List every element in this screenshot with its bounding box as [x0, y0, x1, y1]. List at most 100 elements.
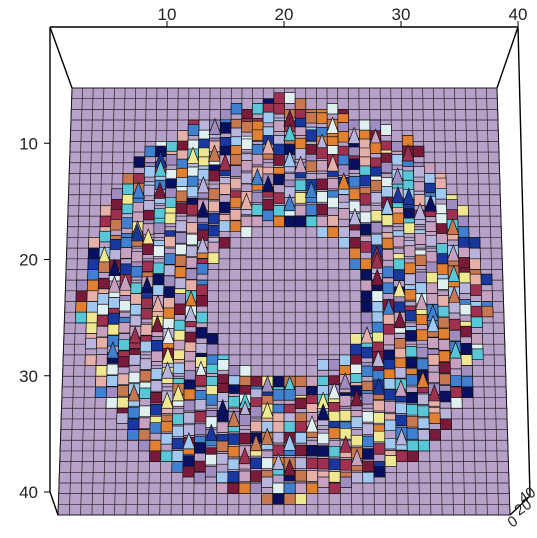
surface-cell	[417, 347, 428, 358]
surface-cell	[133, 212, 144, 223]
surface-cell	[407, 440, 418, 451]
surface-cell	[435, 188, 446, 199]
surface-cell	[426, 252, 437, 263]
surface-cell	[450, 358, 461, 369]
surface-cell	[228, 446, 239, 457]
surface-cell	[163, 297, 174, 308]
surface-cell	[350, 248, 361, 259]
surface-cell	[186, 234, 197, 245]
surface-cell	[109, 298, 120, 309]
surface-cell	[122, 204, 133, 215]
surface-cell	[228, 459, 239, 470]
surface-cell	[140, 359, 151, 370]
surface-cell	[231, 154, 242, 165]
surface-cell	[405, 310, 416, 321]
surface-cell	[439, 340, 450, 351]
surface-cell	[139, 430, 150, 441]
surface-cell	[108, 313, 119, 324]
surface-cell	[217, 441, 228, 452]
surface-cell	[372, 332, 383, 343]
surface-cell	[395, 403, 406, 414]
surface-cell	[339, 227, 350, 238]
surface-cell	[230, 221, 241, 232]
surface-cell	[145, 146, 156, 157]
surface-cell	[195, 375, 206, 386]
surface-cell	[383, 314, 394, 325]
surface-cell	[172, 451, 183, 462]
surface-cell	[404, 223, 415, 234]
surface-cell	[327, 103, 338, 114]
surface-cell	[164, 265, 175, 276]
surface-cell	[350, 334, 361, 345]
surface-cell	[206, 395, 217, 406]
surface-cell	[183, 456, 194, 467]
surface-cell	[461, 366, 472, 377]
surface-cell	[199, 120, 210, 131]
surface-cell	[317, 148, 328, 159]
surface-cell	[418, 430, 429, 441]
surface-cell	[393, 259, 404, 270]
surface-cell	[329, 483, 340, 494]
surface-cell	[295, 470, 306, 481]
surface-cell	[130, 315, 141, 326]
surface-cell	[122, 194, 133, 205]
surface-cell	[449, 302, 460, 313]
surface-cell	[349, 189, 360, 200]
surface-cell	[318, 433, 329, 444]
surface-cell	[383, 324, 394, 335]
surface-cell	[340, 460, 351, 471]
y-tick-label: 30	[19, 367, 38, 386]
surface-cell	[295, 99, 306, 110]
surface-cell	[471, 306, 482, 317]
surface-cell	[122, 184, 133, 195]
surface-cell	[482, 306, 493, 317]
surface-cell	[150, 423, 161, 434]
surface-cell	[425, 222, 436, 233]
surface-cell	[437, 264, 448, 275]
surface-cell	[252, 192, 263, 203]
surface-cell	[284, 483, 295, 494]
surface-cell	[185, 352, 196, 363]
surface-cell	[241, 160, 252, 171]
surface-cell	[306, 376, 317, 387]
surface-cell	[187, 176, 198, 187]
surface-cell	[187, 186, 198, 197]
surface-cell	[144, 201, 155, 212]
surface-cell	[95, 376, 106, 387]
surface-cell	[139, 388, 150, 399]
surface-cell	[440, 391, 451, 402]
surface-cell	[250, 471, 261, 482]
surface-cell	[438, 317, 449, 328]
surface-cell	[328, 227, 339, 238]
x-tick-label: 30	[392, 5, 411, 24]
surface-cell	[295, 193, 306, 204]
surface-cell	[384, 389, 395, 400]
surface-cell	[373, 400, 384, 411]
surface-cell	[457, 205, 468, 216]
surface-cell	[295, 398, 306, 409]
surface-cell	[370, 143, 381, 154]
surface-cell	[416, 314, 427, 325]
surface-cell	[385, 456, 396, 467]
surface-cell	[121, 237, 132, 248]
surface-cell	[382, 250, 393, 261]
surface-cell	[110, 250, 121, 261]
surface-cell	[142, 244, 153, 255]
surface-cell	[131, 283, 142, 294]
surface-cell	[361, 291, 372, 302]
surface-cell	[407, 429, 418, 440]
surface-cell	[194, 461, 205, 472]
surface-cell	[351, 417, 362, 428]
surface-cell	[107, 376, 118, 387]
surface-cell	[151, 381, 162, 392]
surface-cell	[461, 355, 472, 366]
surface-cell	[424, 163, 435, 174]
surface-cell	[195, 399, 206, 410]
surface-cell	[117, 397, 128, 408]
surface-cell	[176, 221, 187, 232]
surface-cell	[230, 210, 241, 221]
surface-cell	[228, 483, 239, 494]
surface-cell	[382, 267, 393, 278]
surface-cell	[95, 387, 106, 398]
